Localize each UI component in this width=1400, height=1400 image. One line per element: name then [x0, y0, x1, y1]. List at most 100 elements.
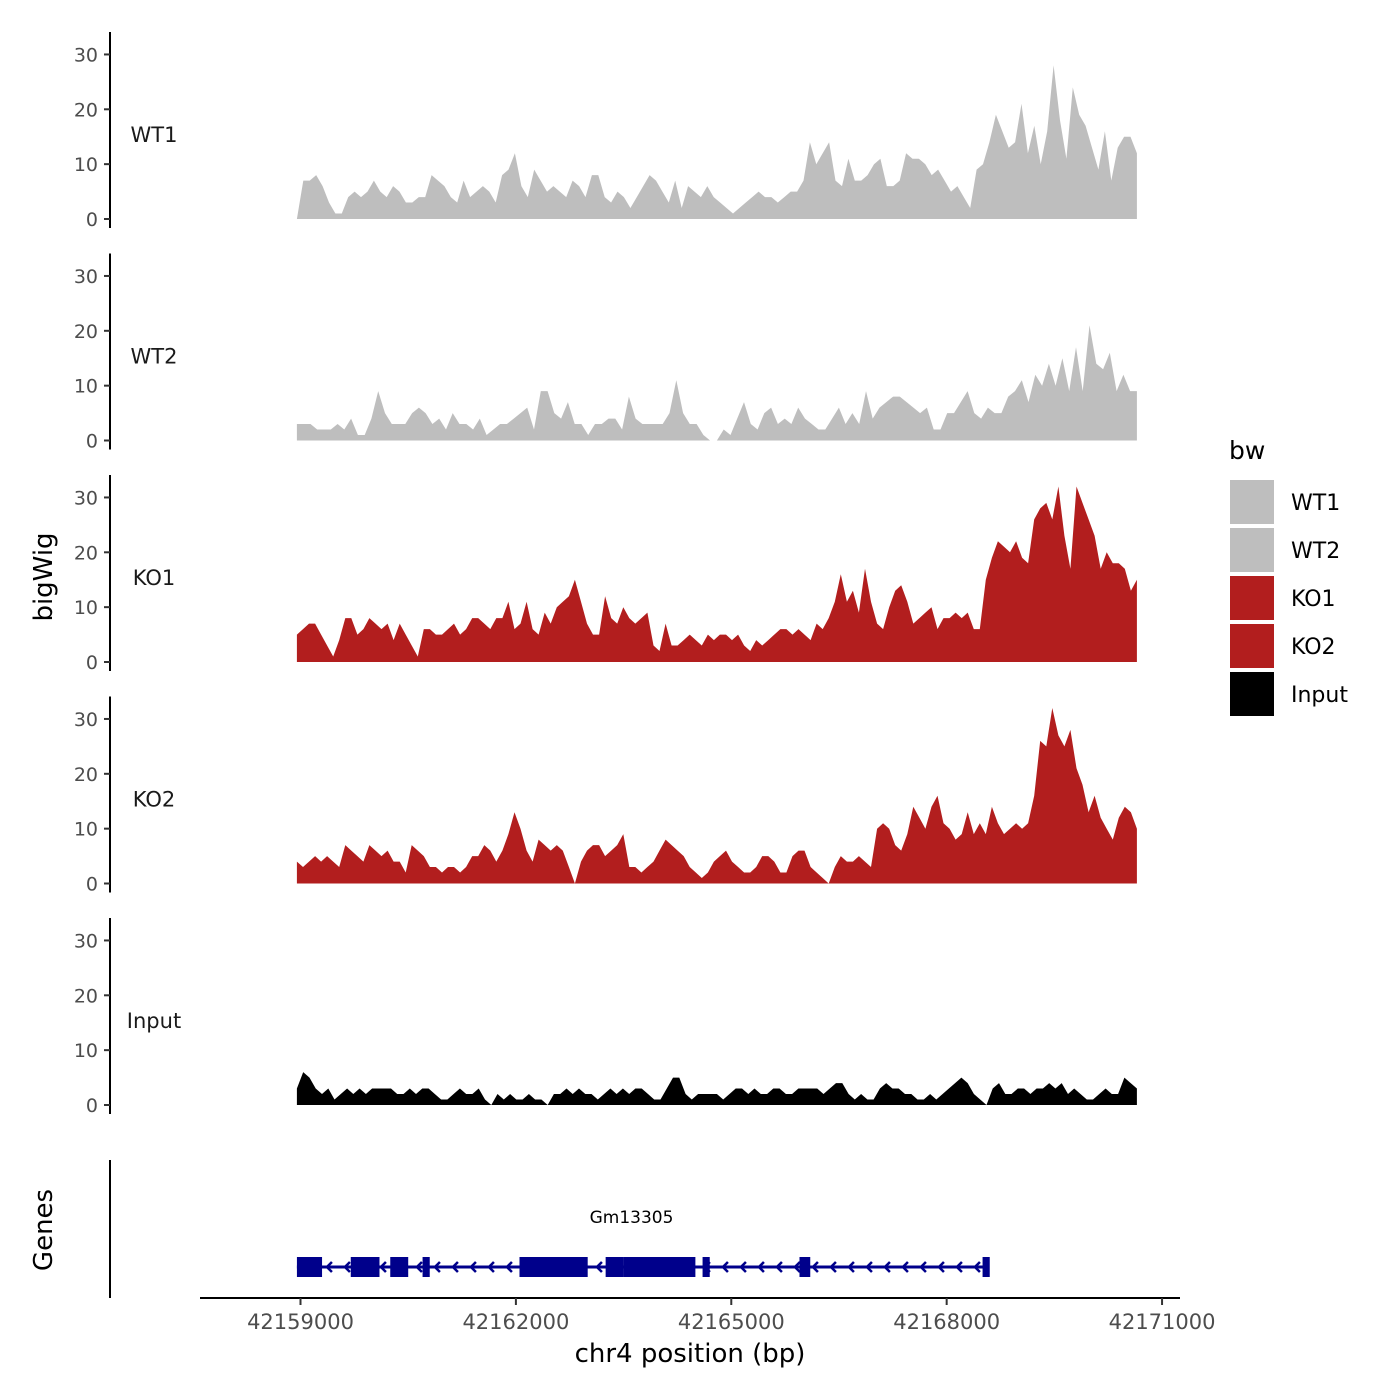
y-axis-label: bigWig — [29, 532, 59, 621]
track-area-input — [296, 1072, 1137, 1105]
x-tick-label: 42159000 — [247, 1310, 354, 1334]
strand-arrow — [505, 1261, 513, 1273]
strand-arrow — [955, 1261, 963, 1273]
legend-key — [1230, 576, 1274, 620]
legend-label: WT1 — [1291, 491, 1340, 516]
legend-label: Input — [1291, 683, 1348, 708]
gene-exon — [623, 1257, 696, 1277]
strand-arrow — [415, 1261, 423, 1273]
strand-arrow — [325, 1261, 333, 1273]
x-tick-label: 42162000 — [462, 1310, 569, 1334]
y-tick-label: 10 — [74, 376, 98, 398]
legend-label: KO2 — [1291, 635, 1336, 660]
strand-arrow — [379, 1261, 387, 1273]
strand-arrow — [829, 1261, 837, 1273]
y-tick-label: 20 — [74, 764, 98, 786]
gene-exon — [702, 1257, 710, 1277]
y-tick-label: 0 — [86, 874, 98, 896]
bigwig-tracks: 0 10 20 30 WT1 0 10 20 30 WT2 0 10 20 30 KO1 0 10 20 30 KO2… — [74, 32, 1137, 1117]
y-tick-label: 10 — [74, 597, 98, 619]
track-wt1: 0 10 20 30 WT1 — [74, 32, 1137, 231]
y-tick-label: 0 — [86, 431, 98, 453]
strand-arrow — [793, 1261, 801, 1273]
y-tick-label: 0 — [86, 1095, 98, 1117]
y-tick-label: 20 — [74, 321, 98, 343]
legend-key — [1230, 624, 1274, 668]
gene-exon — [799, 1257, 811, 1277]
strand-arrow — [487, 1261, 495, 1273]
track-ko1: 0 10 20 30 KO1 — [74, 475, 1137, 674]
track-area-wt2 — [296, 325, 1137, 441]
strand-arrow — [865, 1261, 873, 1273]
gene-exon — [422, 1257, 430, 1277]
legend-key — [1230, 480, 1274, 524]
gene-exon — [605, 1257, 624, 1277]
x-tick-label: 42168000 — [893, 1310, 1000, 1334]
y-tick-label: 20 — [74, 985, 98, 1007]
legend-item-wt2: WT2 — [1230, 528, 1340, 572]
x-tick-label: 42165000 — [678, 1310, 785, 1334]
track-label: KO2 — [133, 788, 176, 812]
x-axis: 42159000 42162000 42165000 42168000 42171000 — [200, 1297, 1216, 1334]
y-tick-label: 30 — [74, 487, 98, 509]
legend-label: WT2 — [1291, 539, 1340, 564]
y-tick-label: 30 — [74, 266, 98, 288]
strand-arrow — [757, 1261, 765, 1273]
y-tick-label: 30 — [74, 930, 98, 952]
track-wt2: 0 10 20 30 WT2 — [74, 253, 1137, 453]
strand-arrow — [937, 1261, 945, 1273]
y-tick-label: 20 — [74, 542, 98, 564]
strand-arrow — [901, 1261, 909, 1273]
gene-exon — [390, 1257, 409, 1277]
track-area-ko2 — [296, 708, 1137, 884]
strand-arrow — [739, 1261, 747, 1273]
track-label: Input — [127, 1009, 181, 1033]
gene-panel: Gm13305 — [109, 1160, 990, 1298]
strand-arrow — [775, 1261, 783, 1273]
legend-item-input: Input — [1230, 672, 1348, 716]
strand-arrow — [433, 1261, 441, 1273]
track-label: WT2 — [131, 345, 178, 369]
x-tick-label: 42171000 — [1109, 1310, 1216, 1334]
legend-key — [1230, 672, 1274, 716]
legend-item-ko2: KO2 — [1230, 624, 1336, 668]
legend-title: bw — [1229, 436, 1265, 465]
strand-arrow — [973, 1261, 981, 1273]
y-tick-label: 30 — [74, 44, 98, 66]
legend-item-wt1: WT1 — [1230, 480, 1340, 524]
gene-exon — [296, 1257, 323, 1277]
strand-arrow — [343, 1261, 351, 1273]
track-label: KO1 — [133, 566, 176, 590]
track-ko2: 0 10 20 30 KO2 — [74, 696, 1137, 896]
gene-exon — [982, 1257, 990, 1277]
track-area-ko1 — [296, 486, 1137, 662]
y-tick-label: 10 — [74, 154, 98, 176]
genes-axis-label: Genes — [29, 1189, 59, 1271]
gene-name-label: Gm13305 — [590, 1208, 674, 1228]
strand-arrow — [721, 1261, 729, 1273]
gene-exon — [350, 1257, 380, 1277]
legend-item-ko1: KO1 — [1230, 576, 1336, 620]
strand-arrow — [451, 1261, 459, 1273]
y-tick-label: 20 — [74, 99, 98, 121]
track-input: 0 10 20 30 Input — [74, 918, 1137, 1117]
y-tick-label: 0 — [86, 652, 98, 674]
track-area-wt1 — [296, 65, 1137, 220]
y-tick-label: 10 — [74, 1040, 98, 1062]
gene-exon — [519, 1257, 588, 1277]
strand-arrow — [595, 1261, 603, 1273]
track-label: WT1 — [131, 123, 178, 147]
strand-arrow — [847, 1261, 855, 1273]
strand-arrow — [919, 1261, 927, 1273]
legend-key — [1230, 528, 1274, 572]
legend-label: KO1 — [1291, 587, 1336, 612]
y-tick-label: 10 — [74, 819, 98, 841]
legend: bw WT1 WT2 KO1 KO2 Input — [1229, 436, 1348, 716]
y-tick-label: 30 — [74, 709, 98, 731]
x-axis-label: chr4 position (bp) — [575, 1339, 806, 1369]
strand-arrow — [883, 1261, 891, 1273]
strand-arrow — [811, 1261, 819, 1273]
y-tick-label: 0 — [86, 209, 98, 231]
strand-arrow — [469, 1261, 477, 1273]
